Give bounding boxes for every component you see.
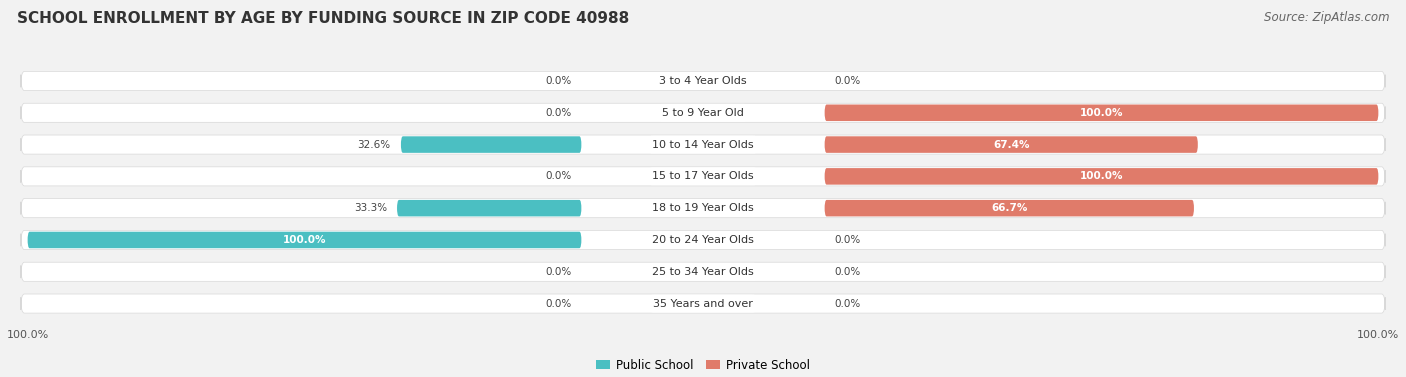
Text: 10 to 14 Year Olds: 10 to 14 Year Olds xyxy=(652,139,754,150)
Text: 66.7%: 66.7% xyxy=(991,203,1028,213)
Text: 0.0%: 0.0% xyxy=(546,172,571,181)
FancyBboxPatch shape xyxy=(21,72,1385,90)
Text: 15 to 17 Year Olds: 15 to 17 Year Olds xyxy=(652,172,754,181)
FancyBboxPatch shape xyxy=(824,136,1198,153)
Text: 0.0%: 0.0% xyxy=(835,267,860,277)
Text: 5 to 9 Year Old: 5 to 9 Year Old xyxy=(662,108,744,118)
FancyBboxPatch shape xyxy=(21,199,1385,218)
FancyBboxPatch shape xyxy=(21,230,1385,250)
Text: 32.6%: 32.6% xyxy=(357,139,391,150)
Text: 0.0%: 0.0% xyxy=(546,76,571,86)
FancyBboxPatch shape xyxy=(401,136,582,153)
FancyBboxPatch shape xyxy=(824,168,1378,185)
FancyBboxPatch shape xyxy=(824,104,1378,121)
Text: 100.0%: 100.0% xyxy=(1080,172,1123,181)
Text: 35 Years and over: 35 Years and over xyxy=(652,299,754,308)
Text: 0.0%: 0.0% xyxy=(835,235,860,245)
Text: 33.3%: 33.3% xyxy=(354,203,387,213)
FancyBboxPatch shape xyxy=(28,232,582,248)
FancyBboxPatch shape xyxy=(396,200,582,216)
FancyBboxPatch shape xyxy=(21,103,1385,122)
FancyBboxPatch shape xyxy=(21,294,1385,313)
Legend: Public School, Private School: Public School, Private School xyxy=(592,354,814,376)
Text: 20 to 24 Year Olds: 20 to 24 Year Olds xyxy=(652,235,754,245)
Text: 18 to 19 Year Olds: 18 to 19 Year Olds xyxy=(652,203,754,213)
Text: 0.0%: 0.0% xyxy=(835,76,860,86)
FancyBboxPatch shape xyxy=(824,200,1194,216)
Text: 0.0%: 0.0% xyxy=(835,299,860,308)
Text: 0.0%: 0.0% xyxy=(546,108,571,118)
FancyBboxPatch shape xyxy=(21,262,1385,281)
Text: 3 to 4 Year Olds: 3 to 4 Year Olds xyxy=(659,76,747,86)
Text: 0.0%: 0.0% xyxy=(546,267,571,277)
Text: 67.4%: 67.4% xyxy=(993,139,1029,150)
Text: 100.0%: 100.0% xyxy=(1080,108,1123,118)
Text: SCHOOL ENROLLMENT BY AGE BY FUNDING SOURCE IN ZIP CODE 40988: SCHOOL ENROLLMENT BY AGE BY FUNDING SOUR… xyxy=(17,11,628,26)
FancyBboxPatch shape xyxy=(21,135,1385,154)
Text: Source: ZipAtlas.com: Source: ZipAtlas.com xyxy=(1264,11,1389,24)
FancyBboxPatch shape xyxy=(21,167,1385,186)
Text: 25 to 34 Year Olds: 25 to 34 Year Olds xyxy=(652,267,754,277)
Text: 0.0%: 0.0% xyxy=(546,299,571,308)
Text: 100.0%: 100.0% xyxy=(283,235,326,245)
